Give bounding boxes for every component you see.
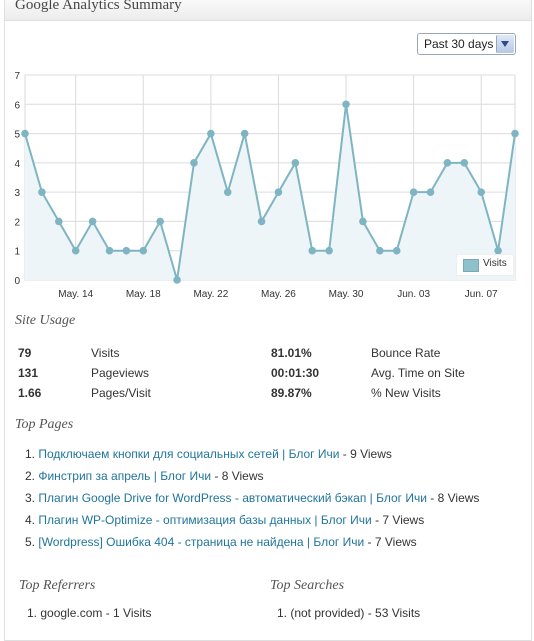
data-point[interactable] [190, 159, 198, 167]
y-tick-label: 1 [14, 247, 20, 258]
data-point[interactable] [376, 246, 384, 255]
top-searches-title: Top Searches [270, 578, 345, 593]
top-page-number: 5. [25, 535, 36, 549]
pageviews-label: Pageviews [91, 366, 150, 380]
top-pages-title: Top Pages [15, 417, 74, 432]
data-point[interactable] [223, 188, 232, 196]
data-point[interactable] [426, 188, 435, 196]
data-point[interactable] [392, 246, 401, 255]
data-point[interactable] [173, 276, 181, 284]
pages-per-visit-value: 1.66 [18, 386, 42, 400]
x-tick-label: May. 22 [193, 289, 228, 300]
top-page-number: 2. [25, 469, 36, 483]
analytics-widget: Google Analytics Summary Past 30 days 0 1… [4, 0, 532, 641]
data-point[interactable] [54, 217, 63, 226]
visits-value: 79 [18, 346, 32, 360]
pageviews-value: 131 [18, 366, 39, 380]
top-referrers-title: Top Referrers [19, 578, 96, 593]
top-page-item: 2. Финстрип за апрель | Блог Ичи - 8 Vie… [25, 469, 264, 483]
x-tick-label: Jun. 07 [465, 289, 498, 300]
data-point[interactable] [308, 246, 317, 255]
top-page-views: - 7 Views [371, 513, 425, 527]
x-tick-label: May. 18 [126, 289, 161, 300]
y-tick-label: 7 [14, 71, 20, 82]
data-point[interactable] [359, 217, 367, 226]
period-select-value: Past 30 days [424, 37, 494, 51]
new-visits-value: 89.87% [271, 386, 312, 400]
bounce-rate-label: Bounce Rate [371, 346, 441, 360]
pages-per-visit-label: Pages/Visit [91, 386, 151, 400]
avg-time-value: 00:01:30 [271, 366, 320, 380]
data-point[interactable] [71, 246, 80, 255]
top-page-item: 3. Плагин Google Drive for WordPress - а… [25, 491, 479, 505]
top-page-link[interactable]: Подключаем кнопки для социальных сетей |… [38, 447, 340, 461]
legend-label: Visits [483, 258, 507, 269]
top-page-item: 4. Плагин WP-Optimize - оптимизация базы… [25, 513, 424, 527]
top-page-views: - 7 Views [364, 535, 417, 549]
data-point[interactable] [443, 159, 452, 167]
x-tick-label: May. 26 [261, 289, 296, 300]
data-point[interactable] [156, 217, 164, 226]
top-page-item: 5. [Wordpress] Ошибка 404 - страница не … [25, 535, 417, 549]
y-tick-label: 3 [14, 188, 20, 199]
data-point[interactable] [409, 188, 418, 196]
data-point[interactable] [511, 129, 519, 138]
x-tick-label: May. 14 [58, 289, 93, 300]
data-point[interactable] [291, 159, 300, 167]
top-page-link[interactable]: Плагин WP-Optimize - оптимизация базы да… [38, 513, 372, 527]
top-page-link[interactable]: Финстрип за апрель | Блог Ичи [38, 469, 212, 483]
visits-label: Visits [91, 346, 120, 360]
data-point[interactable] [122, 246, 131, 255]
top-page-link[interactable]: [Wordpress] Ошибка 404 - страница не най… [38, 535, 365, 549]
site-usage-title: Site Usage [15, 313, 76, 328]
legend-swatch [463, 259, 479, 272]
y-tick-label: 2 [14, 217, 20, 228]
top-page-number: 4. [25, 513, 36, 527]
widget-header[interactable]: Google Analytics Summary [5, 0, 531, 21]
top-page-views: - 9 Views [339, 447, 392, 461]
data-point[interactable] [88, 217, 97, 226]
avg-time-label: Avg. Time on Site [371, 366, 465, 380]
new-visits-label: % New Visits [371, 386, 441, 400]
y-tick-label: 5 [14, 130, 20, 141]
top-page-number: 1. [25, 447, 36, 461]
visits-chart: 0 1 2 3 4 5 6 7 May. 14 May. 18 May. 22 May. 26 May… [14, 71, 519, 300]
visits-line [24, 104, 516, 281]
data-point[interactable] [274, 188, 283, 196]
top-page-views: - 8 Views [211, 469, 264, 483]
data-point[interactable] [460, 159, 469, 167]
data-point[interactable] [21, 129, 29, 138]
x-tick-label: Jun. 03 [397, 289, 430, 300]
x-tick-label: May. 30 [329, 289, 364, 300]
top-page-item: 1. Подключаем кнопки для социальных сете… [25, 447, 392, 461]
chevron-down-icon[interactable] [496, 35, 514, 53]
data-point[interactable] [477, 188, 486, 196]
top-page-views: - 8 Views [426, 491, 480, 505]
top-referrer-item: 1. google.com - 1 Visits [27, 606, 152, 620]
data-point[interactable] [207, 129, 215, 138]
bounce-rate-value: 81.01% [271, 346, 312, 360]
data-point[interactable] [325, 246, 333, 255]
y-tick-label: 4 [14, 159, 20, 170]
top-page-number: 3. [25, 491, 36, 505]
data-point[interactable] [105, 246, 114, 255]
y-tick-label: 6 [14, 100, 20, 111]
top-page-link[interactable]: Плагин Google Drive for WordPress - авто… [38, 491, 427, 505]
chart-legend: Visits [456, 254, 514, 276]
period-select[interactable]: Past 30 days [417, 33, 516, 55]
data-point[interactable] [257, 217, 266, 226]
data-point[interactable] [139, 246, 148, 255]
data-point[interactable] [240, 129, 249, 138]
top-search-item: 1. (not provided) - 53 Visits [277, 606, 421, 620]
widget-title: Google Analytics Summary [15, 0, 182, 13]
y-tick-label: 0 [14, 276, 20, 287]
data-point[interactable] [342, 100, 350, 109]
data-point[interactable] [38, 188, 46, 196]
